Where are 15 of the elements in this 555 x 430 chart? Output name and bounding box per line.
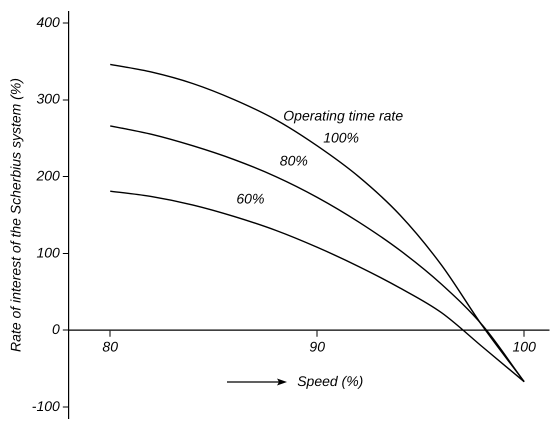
y-tick-label: 0 (52, 321, 60, 338)
series-label: 80% (280, 152, 308, 168)
y-tick-label: 300 (36, 90, 60, 107)
series-label: 100% (323, 130, 359, 146)
y-axis-title: Rate of interest of the Scherbius system (%) (7, 78, 24, 352)
series-label: 60% (236, 190, 264, 206)
y-tick-label: 400 (36, 14, 60, 30)
x-axis-title: Speed (%) (297, 373, 364, 390)
y-tick-label: -100 (32, 398, 60, 414)
x-tick-label: 80 (102, 338, 118, 355)
y-tick-label: 200 (35, 167, 60, 184)
x-tick-label: 90 (309, 338, 326, 355)
legend-title: Operating time rate (283, 108, 404, 124)
y-tick-label: 100 (36, 244, 60, 260)
x-tick-label: 100 (512, 338, 536, 355)
